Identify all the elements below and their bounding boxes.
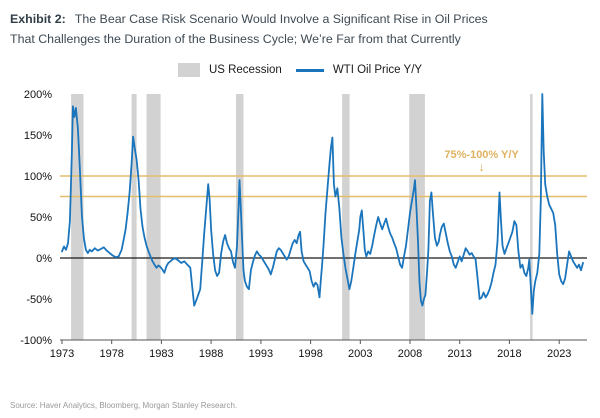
title-text-2: That Challenges the Duration of the Busi… xyxy=(10,32,461,47)
x-tick-label: 2013 xyxy=(447,348,471,360)
x-tick-label: 1978 xyxy=(99,348,123,360)
recession-band xyxy=(342,94,350,341)
legend-label-wti: WTI Oil Price Y/Y xyxy=(332,64,423,77)
title-line-2: That Challenges the Duration of the Busi… xyxy=(10,29,586,49)
recession-swatch-icon xyxy=(177,63,200,78)
chart-svg: 200% 150% 100% 50% 0% -50% -100%1973 1978 1983 19… xyxy=(20,89,587,360)
x-tick-label: 1988 xyxy=(199,348,223,360)
legend-item-wti: WTI Oil Price Y/Y xyxy=(295,64,423,77)
legend-item-recession: US Recession xyxy=(177,63,282,78)
recession-band xyxy=(71,94,84,341)
x-tick-label: 1993 xyxy=(249,348,273,360)
y-tick-label: 50% xyxy=(30,212,52,224)
x-tick-label: 2018 xyxy=(497,348,521,360)
x-tick-label: 2008 xyxy=(398,348,422,360)
annotation-text: 75%-100% Y/Y xyxy=(444,149,519,161)
recession-band xyxy=(146,94,161,341)
recession-band xyxy=(131,94,137,341)
legend-label-recession: US Recession xyxy=(208,64,282,77)
x-tick-label: 1983 xyxy=(149,348,173,360)
x-tick-label: 2023 xyxy=(547,348,571,360)
x-tick-label: 1973 xyxy=(50,348,74,360)
title-line-1: Exhibit 2: The Bear Case Risk Scenario Wo… xyxy=(10,9,586,29)
x-tick-label: 2003 xyxy=(348,348,372,360)
y-tick-label: -50% xyxy=(26,294,52,306)
wti-line xyxy=(61,93,584,315)
line-swatch-icon xyxy=(295,68,324,72)
recession-band xyxy=(236,94,244,341)
source-note: Source: Haver Analytics, Bloomberg, Morg… xyxy=(10,401,238,410)
y-tick-label: 0% xyxy=(36,253,52,265)
annotation-arrow-icon: ↓ xyxy=(478,159,485,174)
exhibit-header: Exhibit 2: The Bear Case Risk Scenario Wo… xyxy=(0,0,600,49)
y-tick-label: 100% xyxy=(24,171,52,183)
y-tick-label: 200% xyxy=(24,89,52,101)
y-tick-label: -100% xyxy=(20,335,52,347)
exhibit-number: Exhibit 2: xyxy=(10,12,66,26)
chart-legend: US Recession WTI Oil Price Y/Y xyxy=(0,62,600,78)
y-tick-label: 150% xyxy=(24,130,52,142)
x-tick-label: 1998 xyxy=(298,348,322,360)
recession-band xyxy=(530,94,533,341)
title-text-1: The Bear Case Risk Scenario Would Involv… xyxy=(74,12,488,26)
